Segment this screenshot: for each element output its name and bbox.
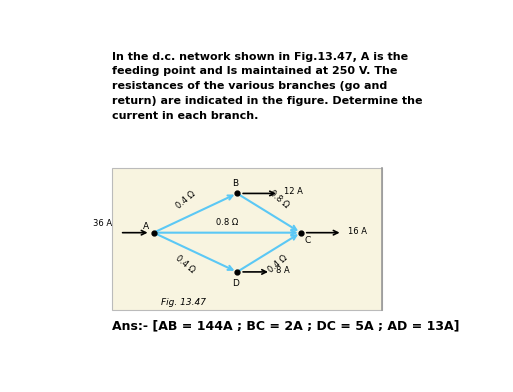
Text: 8 A: 8 A — [276, 266, 290, 275]
Text: 12 A: 12 A — [284, 187, 303, 196]
Text: C: C — [305, 236, 311, 245]
Text: D: D — [232, 279, 239, 288]
Text: A: A — [143, 222, 149, 231]
Text: 0.4 Ω: 0.4 Ω — [174, 254, 197, 275]
Text: Fig. 13.47: Fig. 13.47 — [161, 298, 206, 307]
Text: 0.4 Ω: 0.4 Ω — [174, 189, 197, 210]
Text: 0.8 Ω: 0.8 Ω — [216, 218, 238, 227]
Bar — [112, 168, 382, 310]
Text: B: B — [232, 179, 238, 188]
Text: 16 A: 16 A — [348, 227, 367, 236]
Text: In the d.c. network shown in Fig.13.47, A is the
feeding point and Is maintained: In the d.c. network shown in Fig.13.47, … — [112, 52, 422, 121]
Text: Ans:- [AB = 144A ; BC = 2A ; DC = 5A ; AD = 13A]: Ans:- [AB = 144A ; BC = 2A ; DC = 5A ; A… — [112, 319, 459, 332]
Text: 0.8 Ω: 0.8 Ω — [267, 189, 290, 210]
Text: 36 A: 36 A — [93, 219, 112, 228]
Text: 0.4 Ω: 0.4 Ω — [266, 254, 289, 275]
